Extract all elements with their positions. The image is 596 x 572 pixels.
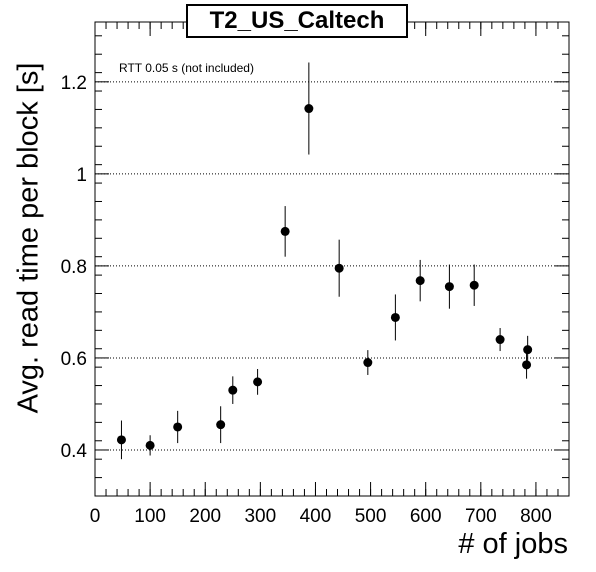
- data-point: [363, 358, 373, 368]
- data-point: [334, 263, 344, 273]
- x-tick-label: 400: [300, 506, 332, 527]
- data-point: [173, 422, 183, 432]
- data-point: [522, 360, 532, 370]
- plot-frame: [94, 21, 570, 497]
- x-tick-label: 700: [465, 506, 497, 527]
- x-tick-label: 600: [410, 506, 442, 527]
- axis-ticks: [94, 22, 570, 497]
- data-point: [116, 435, 126, 445]
- data-point: [523, 345, 533, 355]
- y-tick-label: 1: [76, 165, 87, 186]
- data-point: [304, 104, 314, 114]
- x-tick-label: 200: [189, 506, 221, 527]
- data-points: [116, 104, 533, 450]
- x-axis-title: # of jobs: [458, 528, 568, 560]
- grid-lines: [95, 81, 569, 451]
- data-point: [469, 280, 479, 290]
- data-point: [228, 385, 238, 395]
- data-point: [415, 276, 425, 286]
- x-tick-label: 0: [90, 506, 101, 527]
- chart-title: T2_US_Caltech: [186, 4, 408, 38]
- error-bars: [120, 62, 529, 460]
- data-point: [280, 226, 290, 236]
- data-point: [495, 335, 505, 345]
- data-point: [145, 440, 155, 450]
- data-point: [390, 312, 400, 322]
- rtt-annotation: RTT 0.05 s (not included): [119, 61, 254, 75]
- data-point: [253, 377, 263, 387]
- tick-labels: 0.4 0.6 0.8 1 1.2 0 100 200 300 400 500 600 700 800: [61, 73, 552, 527]
- y-axis-title: Avg. read time per block [s]: [12, 62, 45, 414]
- y-tick-label: 0.8: [61, 257, 87, 278]
- y-tick-label: 1.2: [61, 73, 87, 94]
- x-tick-label: 300: [244, 506, 276, 527]
- data-point: [216, 420, 226, 430]
- data-point: [444, 282, 454, 292]
- x-tick-label: 800: [520, 506, 552, 527]
- y-tick-label: 0.6: [61, 349, 87, 370]
- y-tick-label: 0.4: [61, 441, 88, 462]
- x-tick-label: 500: [355, 506, 387, 527]
- x-tick-label: 100: [134, 506, 166, 527]
